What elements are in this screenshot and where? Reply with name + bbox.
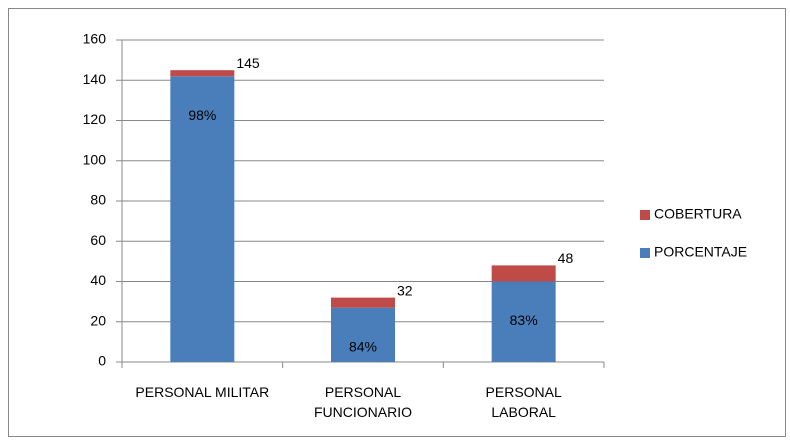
legend-label: COBERTURA	[654, 206, 742, 222]
y-tick-label: 80	[90, 192, 106, 208]
x-tick-label: PERSONAL FUNCIONARIO	[314, 384, 412, 420]
x-tick-label: PERSONAL LABORAL	[485, 384, 562, 420]
y-tick-label: 120	[83, 111, 107, 127]
y-tick-label: 20	[90, 312, 106, 328]
total-label: 145	[236, 55, 260, 71]
total-label: 32	[397, 282, 413, 298]
bar-segment	[170, 70, 235, 77]
y-tick-label: 40	[90, 272, 106, 288]
legend-swatch	[640, 248, 650, 258]
x-tick-label: PERSONAL MILITAR	[135, 384, 270, 400]
segment-label: 98%	[188, 107, 216, 123]
segment-label: 83%	[510, 312, 538, 328]
y-tick-label: 0	[98, 353, 106, 369]
bar-segment	[170, 76, 235, 362]
legend-swatch	[640, 210, 650, 220]
total-label: 48	[558, 250, 574, 266]
y-tick-label: 60	[90, 232, 106, 248]
chart-border	[8, 8, 786, 437]
y-tick-label: 140	[83, 71, 107, 87]
y-tick-label: 100	[83, 151, 107, 167]
y-tick-label: 160	[83, 31, 107, 47]
bar-segment	[491, 281, 556, 362]
bar-segment	[491, 265, 556, 282]
segment-label: 84%	[349, 338, 377, 354]
legend-label: PORCENTAJE	[654, 244, 747, 260]
bar-segment	[331, 297, 395, 308]
bar-segment	[331, 307, 395, 362]
